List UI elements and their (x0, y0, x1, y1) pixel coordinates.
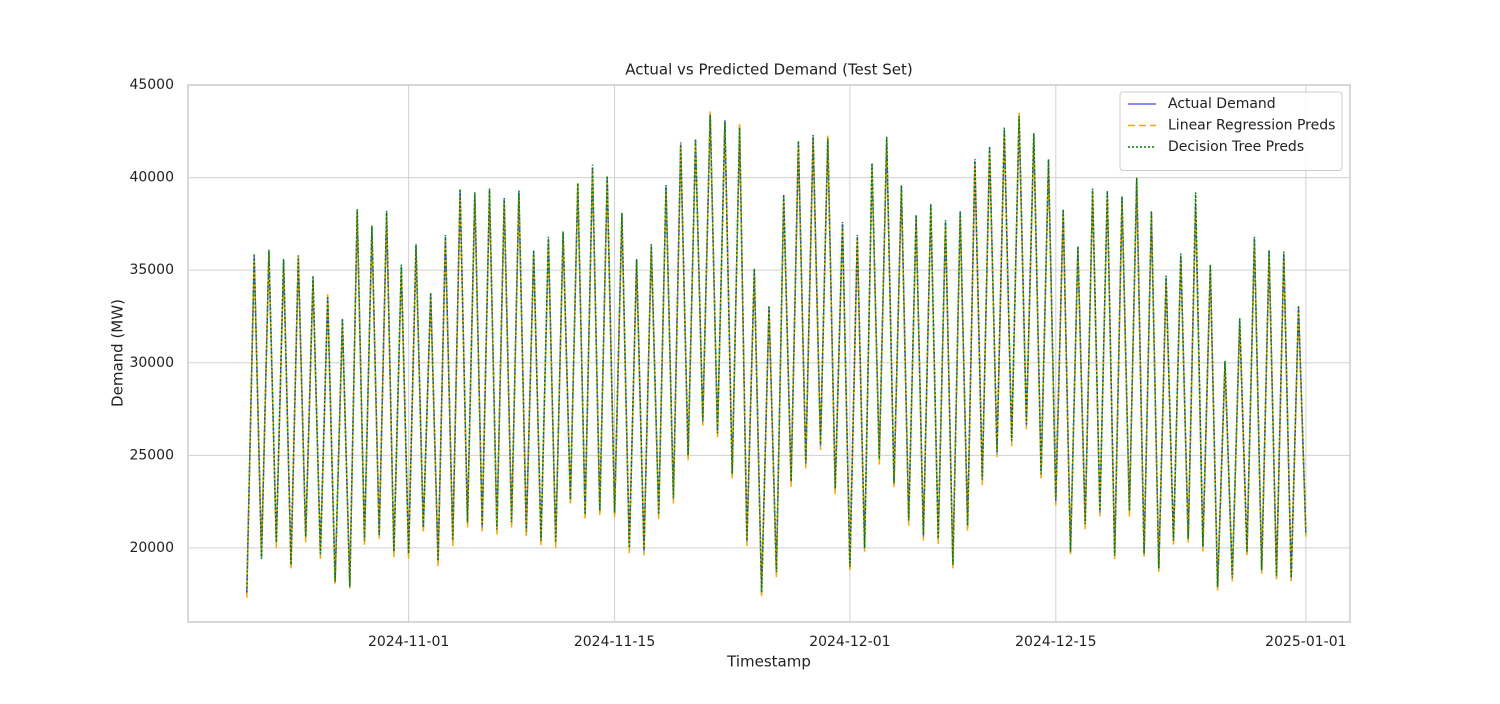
series-line (246, 114, 1307, 593)
y-tick-label: 25000 (129, 447, 174, 463)
y-tick-label: 30000 (129, 355, 174, 371)
x-tick-label: 2024-11-15 (574, 634, 655, 650)
x-tick-label: 2024-12-15 (1015, 634, 1096, 650)
legend: Actual Demand Linear Regression Preds Deci… (1119, 91, 1343, 171)
x-tick-label: 2024-12-01 (809, 634, 890, 650)
y-tick-label: 35000 (129, 262, 174, 278)
y-tick-label: 40000 (129, 170, 174, 186)
legend-box (1119, 91, 1343, 171)
x-tick-label: 2024-11-01 (368, 634, 449, 650)
y-tick-label: 45000 (129, 77, 174, 93)
series-line (246, 110, 1307, 598)
y-axis-label: Demand (MW) (109, 299, 127, 407)
chart-title: Actual vs Predicted Demand (Test Set) (625, 61, 912, 79)
legend-label: Actual Demand (1168, 96, 1276, 112)
legend-label: Decision Tree Preds (1168, 139, 1304, 155)
y-tick-label: 20000 (129, 540, 174, 556)
plot-frame (187, 84, 1351, 623)
legend-label: Linear Regression Preds (1168, 118, 1335, 134)
x-tick-label: 2025-01-01 (1265, 634, 1346, 650)
x-axis-label: Timestamp (726, 653, 811, 671)
